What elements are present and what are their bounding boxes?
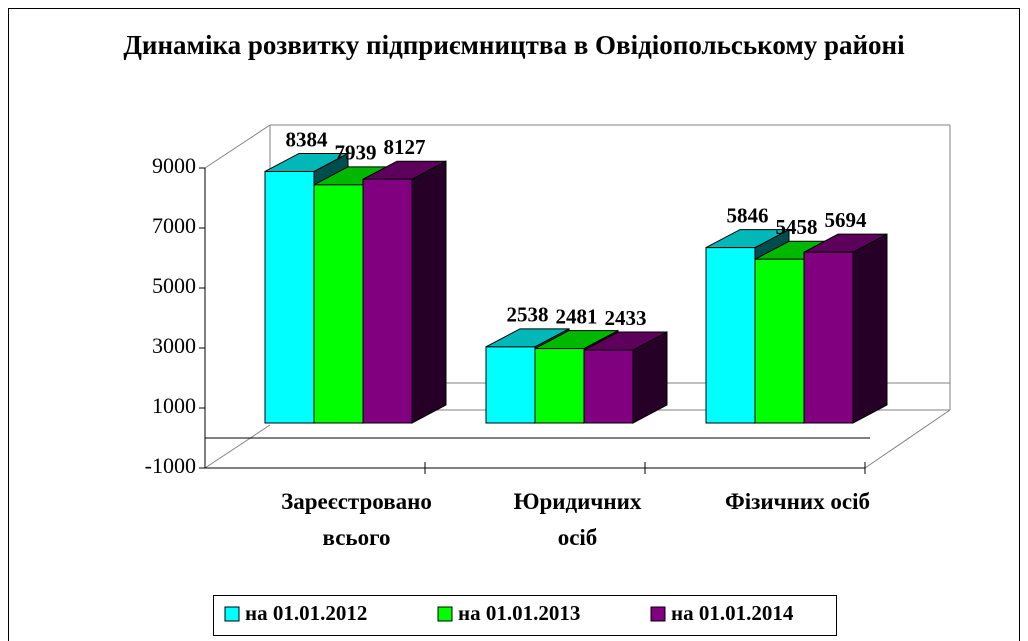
y-tick-label: 7000 bbox=[152, 213, 196, 238]
legend-label: на 01.01.2013 bbox=[458, 601, 580, 625]
y-tick-label: 1000 bbox=[152, 393, 196, 418]
value-label: 5694 bbox=[825, 208, 868, 232]
bar bbox=[803, 251, 854, 424]
legend-swatch bbox=[224, 606, 240, 622]
bar bbox=[362, 178, 413, 424]
x-tick-label: Фізичних осіб bbox=[725, 489, 870, 514]
value-label: 8384 bbox=[286, 127, 329, 151]
value-label: 7939 bbox=[335, 141, 377, 165]
value-label: 2538 bbox=[507, 303, 549, 327]
bar bbox=[534, 348, 585, 424]
value-label: 5458 bbox=[776, 215, 818, 239]
legend-swatch bbox=[437, 606, 453, 622]
y-tick-label: 9000 bbox=[152, 153, 196, 178]
bar bbox=[754, 258, 805, 424]
legend-label: на 01.01.2014 bbox=[671, 601, 794, 625]
value-label: 5846 bbox=[727, 203, 769, 227]
bar bbox=[583, 349, 634, 424]
legend-swatch bbox=[650, 606, 666, 622]
legend-label: на 01.01.2012 bbox=[245, 601, 367, 625]
bar bbox=[313, 184, 364, 424]
value-label: 2481 bbox=[556, 304, 598, 328]
bar bbox=[264, 170, 315, 424]
x-tick-label: Зареєстровано всього bbox=[281, 489, 432, 550]
y-tick-label: -1000 bbox=[145, 453, 196, 478]
frame bbox=[8, 8, 1020, 641]
x-tick-label: Юридичних осіб bbox=[513, 489, 642, 550]
chart-title: Динаміка розвитку підприємництва в Овіді… bbox=[123, 30, 905, 60]
value-label: 8127 bbox=[384, 135, 426, 159]
bar-side bbox=[411, 160, 447, 424]
bar bbox=[705, 247, 756, 424]
axis-lines bbox=[204, 168, 870, 474]
value-label: 2433 bbox=[605, 306, 647, 330]
y-tick-label: 5000 bbox=[152, 273, 196, 298]
legend-box bbox=[213, 595, 837, 636]
y-tick-label: 3000 bbox=[152, 333, 196, 358]
bar bbox=[485, 346, 536, 424]
bar-side bbox=[852, 233, 888, 424]
